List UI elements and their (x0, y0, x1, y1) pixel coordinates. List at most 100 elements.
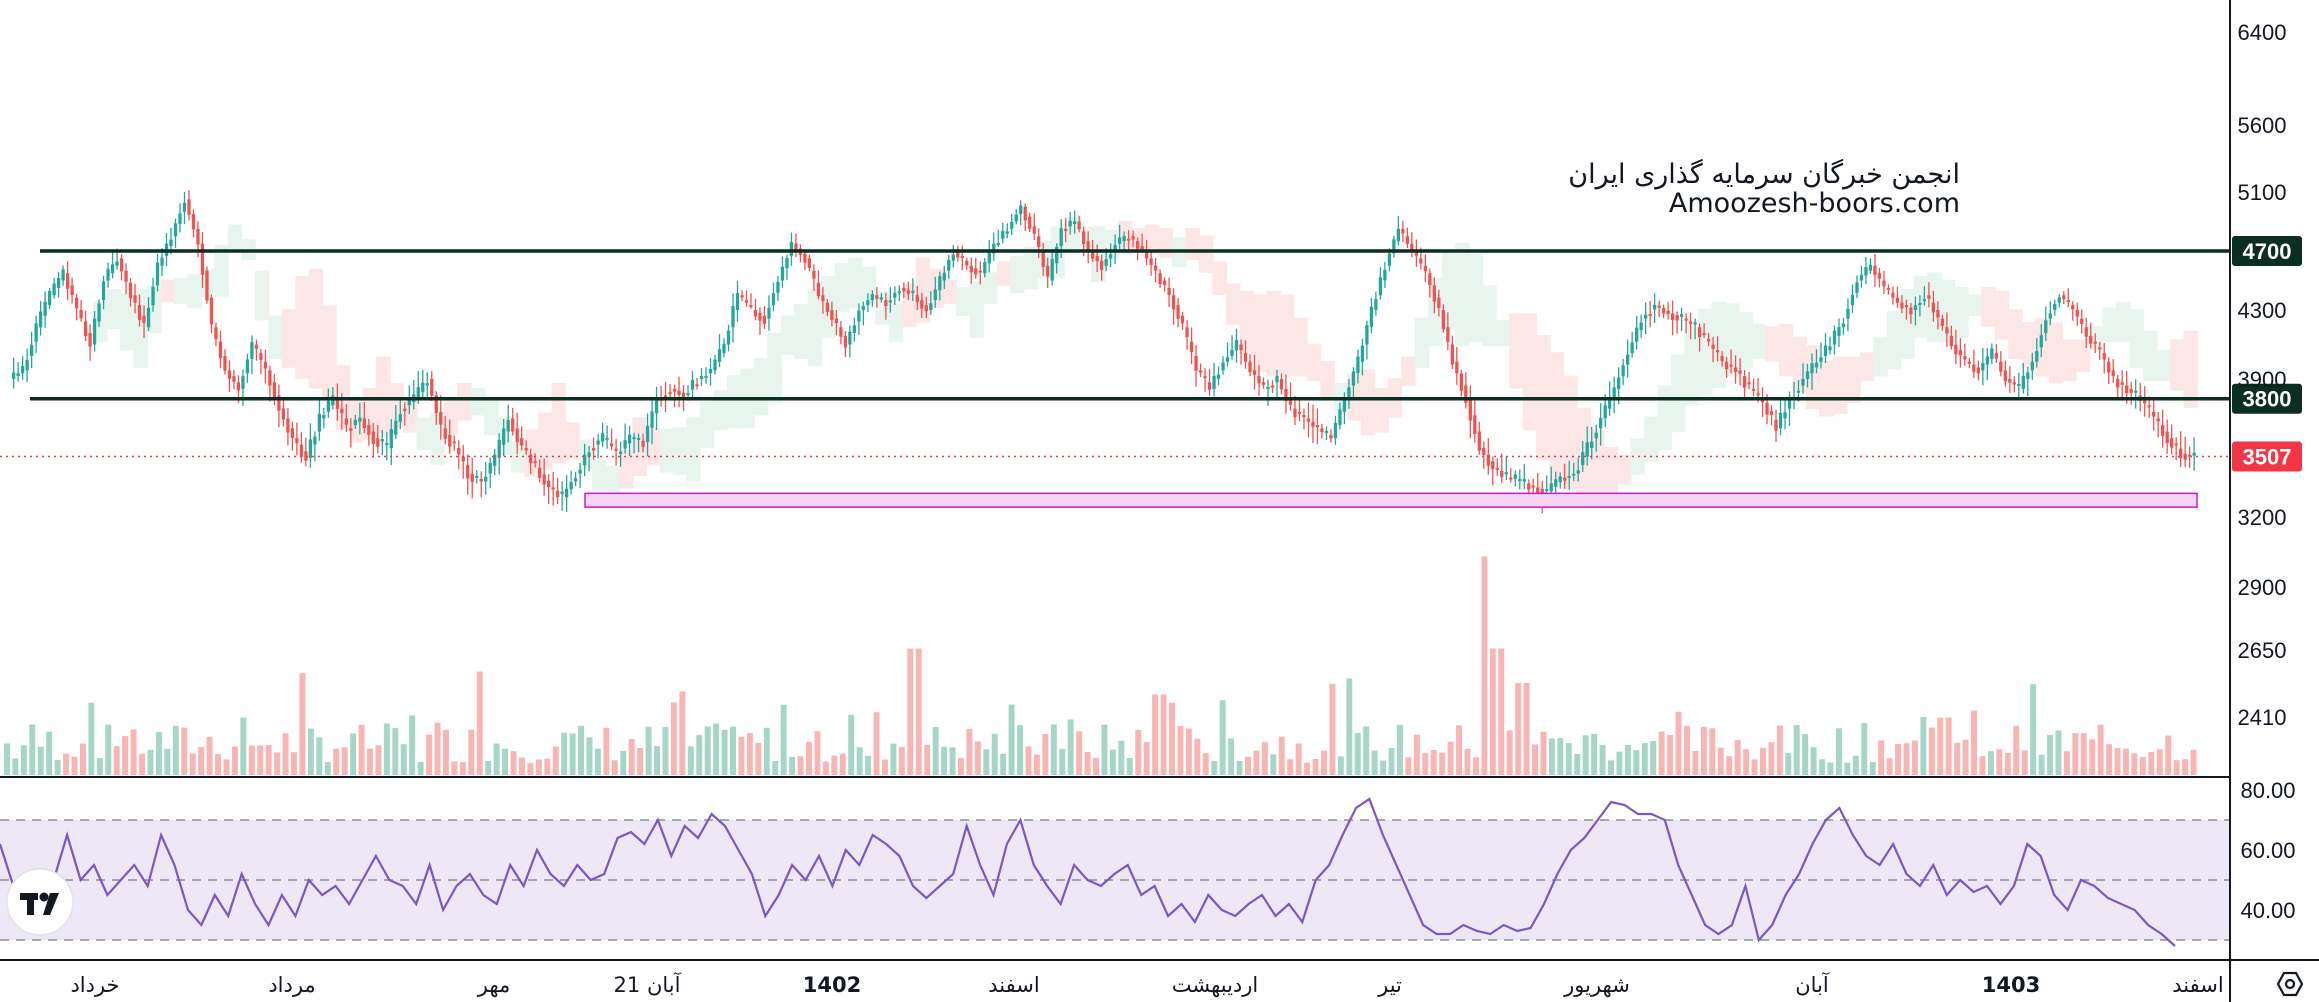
cloud-segment (511, 442, 526, 473)
volume-bar (882, 759, 888, 775)
candle-body (277, 395, 281, 411)
candle-body (677, 390, 681, 396)
candle-body (1041, 251, 1045, 267)
volume-bar (1709, 728, 1716, 775)
candle-body (1531, 485, 1535, 488)
candle-body (1100, 260, 1104, 270)
candle-body (380, 439, 384, 442)
horizontal-levels[interactable]: 4700 3800 3507 (0, 236, 2302, 472)
candle-body (475, 475, 479, 478)
support-zone[interactable] (584, 492, 2198, 508)
candle-body (47, 291, 52, 306)
volume-bar (2114, 747, 2121, 775)
volume-bar (974, 741, 981, 775)
price-tick-4300: 4300 (2238, 298, 2287, 323)
volume-bar (1768, 742, 1775, 775)
candle-body (1666, 310, 1670, 315)
candle-body (1055, 246, 1059, 264)
candle-body (1091, 251, 1095, 259)
candle-body (1693, 322, 1697, 325)
cloud-segment (2143, 330, 2158, 381)
candle-body (1342, 398, 1347, 412)
cloud-segment (1981, 287, 1996, 327)
candle-body (151, 286, 155, 306)
candle-body (1086, 241, 1090, 253)
volume-bar (1658, 731, 1665, 775)
cloud-segment (2062, 339, 2077, 381)
cloud-segment (618, 449, 634, 489)
candle-body (1369, 306, 1374, 328)
candle-body (1104, 259, 1108, 266)
volume-bar (848, 714, 855, 775)
candle-body (1855, 282, 1859, 293)
candle-body (992, 243, 996, 254)
volume-bar (88, 702, 95, 775)
candle-body (1378, 277, 1383, 296)
candle-body (915, 295, 919, 302)
candle-body (479, 478, 483, 482)
candle-body (1410, 243, 1414, 251)
volume-bar (839, 753, 846, 775)
volume-bar (1143, 741, 1150, 775)
candle-body (573, 478, 578, 482)
candle-body (124, 270, 128, 282)
volume-bar (1937, 717, 1944, 775)
rsi-pane[interactable] (0, 797, 2230, 947)
cloud-segment (632, 417, 647, 477)
candle-body (1981, 362, 1985, 371)
candle-body (1207, 382, 1212, 390)
candle-body (1936, 310, 1940, 318)
volume-bar (1928, 727, 1935, 775)
cloud-segment (308, 268, 324, 389)
volume-bar (291, 752, 297, 775)
candle-body (542, 474, 546, 485)
cloud-segment (92, 301, 108, 342)
volume-bar (1886, 758, 1893, 775)
time-tick: اسفند (988, 973, 1039, 997)
volume-bar (2131, 753, 2138, 775)
candle-body (331, 395, 335, 406)
candle-body (79, 310, 83, 319)
candle-body (272, 382, 277, 399)
cloud-segment (983, 272, 998, 305)
candle-body (758, 312, 762, 321)
tradingview-logo-icon[interactable] (6, 868, 74, 936)
cloud-segment (1414, 317, 1430, 368)
last-price-label: 3507 (2243, 444, 2292, 469)
candle-body (1023, 206, 1027, 221)
candle-body (43, 301, 47, 316)
volume-bar (1785, 753, 1792, 775)
candle-body (1711, 344, 1715, 350)
candle-body (942, 272, 946, 281)
time-axis[interactable]: خرداد مرداد مهر 21 آبان 1402 اسفند اردیبهشت تیر… (70, 972, 2223, 997)
cloud-segment (2048, 322, 2064, 384)
candle-body (785, 258, 789, 269)
candle-body (1028, 216, 1032, 229)
candle-body (2174, 443, 2178, 446)
candle-body (1171, 295, 1176, 310)
gear-hexagon-icon[interactable] (2276, 971, 2304, 997)
price-axis[interactable]: 6400 5600 5100 4300 3900 3200 2900 2650 2410 (2238, 20, 2287, 730)
volume-bar (443, 729, 449, 775)
cloud-segment (564, 422, 580, 460)
rsi-axis[interactable]: 80.00 60.00 40.00 (2240, 778, 2295, 923)
volume-bar (1903, 743, 1910, 775)
volume-bar (198, 746, 205, 775)
cloud-segment (1279, 294, 1295, 377)
candle-body (2156, 418, 2160, 422)
volume-bar (1852, 755, 1859, 775)
candle-body (816, 282, 821, 297)
candle-body (1994, 353, 1998, 359)
volume-bar (476, 671, 483, 775)
candle-body (1077, 221, 1081, 230)
candle-body (466, 465, 470, 479)
price-pane[interactable]: 4700 3800 3507 (0, 190, 2302, 775)
volume-bar (2089, 739, 2096, 775)
support-zone-rect[interactable] (584, 492, 2198, 508)
candle-body (1688, 321, 1693, 324)
candle-body (214, 327, 218, 339)
volume-bar (2072, 732, 2079, 775)
candle-body (1135, 241, 1140, 249)
volume-bar (957, 757, 964, 775)
